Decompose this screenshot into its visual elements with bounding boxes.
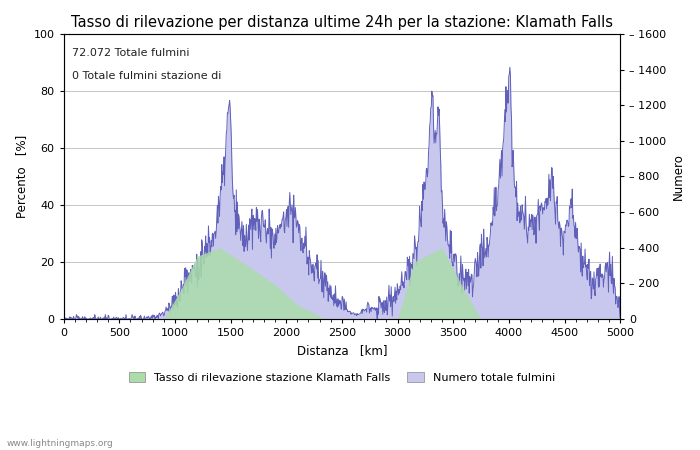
Text: 0 Totale fulmini stazione di: 0 Totale fulmini stazione di	[72, 71, 221, 81]
Text: 72.072 Totale fulmini: 72.072 Totale fulmini	[72, 48, 190, 58]
X-axis label: Distanza   [km]: Distanza [km]	[297, 343, 387, 356]
Title: Tasso di rilevazione per distanza ultime 24h per la stazione: Klamath Falls: Tasso di rilevazione per distanza ultime…	[71, 15, 613, 30]
Y-axis label: Percento   [%]: Percento [%]	[15, 135, 28, 218]
Legend: Tasso di rilevazione stazione Klamath Falls, Numero totale fulmini: Tasso di rilevazione stazione Klamath Fa…	[125, 368, 559, 387]
Y-axis label: Numero: Numero	[672, 153, 685, 200]
Text: www.lightningmaps.org: www.lightningmaps.org	[7, 439, 113, 448]
